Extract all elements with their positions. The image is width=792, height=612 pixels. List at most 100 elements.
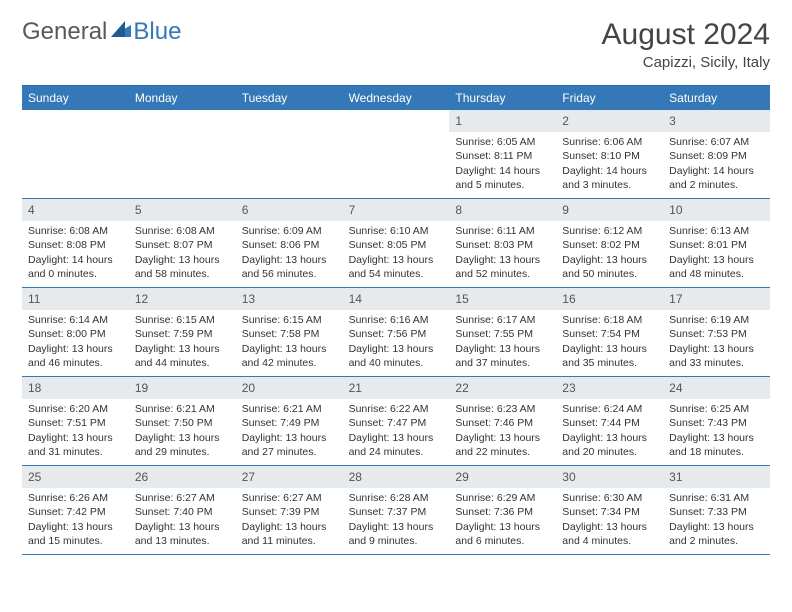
daylight-text: Daylight: 14 hours and 2 minutes.: [669, 164, 764, 192]
logo-text-blue: Blue: [133, 18, 181, 46]
day-body: Sunrise: 6:16 AMSunset: 7:56 PMDaylight:…: [343, 310, 450, 376]
sunset-text: Sunset: 8:00 PM: [28, 327, 123, 341]
weekday-header: Wednesday: [343, 86, 450, 110]
sunset-text: Sunset: 8:11 PM: [455, 149, 550, 163]
day-body: Sunrise: 6:05 AMSunset: 8:11 PMDaylight:…: [449, 132, 556, 198]
sunset-text: Sunset: 7:44 PM: [562, 416, 657, 430]
day-cell: 9Sunrise: 6:12 AMSunset: 8:02 PMDaylight…: [556, 199, 663, 287]
sunset-text: Sunset: 7:50 PM: [135, 416, 230, 430]
day-cell: 15Sunrise: 6:17 AMSunset: 7:55 PMDayligh…: [449, 288, 556, 376]
daylight-text: Daylight: 13 hours and 35 minutes.: [562, 342, 657, 370]
day-cell: 3Sunrise: 6:07 AMSunset: 8:09 PMDaylight…: [663, 110, 770, 198]
day-body: Sunrise: 6:21 AMSunset: 7:50 PMDaylight:…: [129, 399, 236, 465]
weekday-header: Thursday: [449, 86, 556, 110]
logo-text-general: General: [22, 18, 107, 46]
daylight-text: Daylight: 13 hours and 4 minutes.: [562, 520, 657, 548]
day-body: Sunrise: 6:11 AMSunset: 8:03 PMDaylight:…: [449, 221, 556, 287]
day-body: Sunrise: 6:23 AMSunset: 7:46 PMDaylight:…: [449, 399, 556, 465]
sunrise-text: Sunrise: 6:09 AM: [242, 224, 337, 238]
day-cell: 11Sunrise: 6:14 AMSunset: 8:00 PMDayligh…: [22, 288, 129, 376]
day-number: [129, 110, 236, 116]
day-body: Sunrise: 6:09 AMSunset: 8:06 PMDaylight:…: [236, 221, 343, 287]
day-number: 25: [22, 466, 129, 488]
sunrise-text: Sunrise: 6:28 AM: [349, 491, 444, 505]
sunset-text: Sunset: 7:42 PM: [28, 505, 123, 519]
header: General Blue August 2024 Capizzi, Sicily…: [0, 0, 792, 79]
day-number: 30: [556, 466, 663, 488]
day-cell: 27Sunrise: 6:27 AMSunset: 7:39 PMDayligh…: [236, 466, 343, 554]
day-number: 24: [663, 377, 770, 399]
day-number: 10: [663, 199, 770, 221]
calendar: Sunday Monday Tuesday Wednesday Thursday…: [22, 85, 770, 555]
day-number: 31: [663, 466, 770, 488]
sunset-text: Sunset: 7:40 PM: [135, 505, 230, 519]
day-number: 22: [449, 377, 556, 399]
day-body: Sunrise: 6:19 AMSunset: 7:53 PMDaylight:…: [663, 310, 770, 376]
day-body: Sunrise: 6:22 AMSunset: 7:47 PMDaylight:…: [343, 399, 450, 465]
sunrise-text: Sunrise: 6:13 AM: [669, 224, 764, 238]
day-body: Sunrise: 6:12 AMSunset: 8:02 PMDaylight:…: [556, 221, 663, 287]
day-number: 19: [129, 377, 236, 399]
day-body: Sunrise: 6:28 AMSunset: 7:37 PMDaylight:…: [343, 488, 450, 554]
day-number: 27: [236, 466, 343, 488]
daylight-text: Daylight: 13 hours and 22 minutes.: [455, 431, 550, 459]
day-number: 6: [236, 199, 343, 221]
day-number: [343, 110, 450, 116]
daylight-text: Daylight: 13 hours and 2 minutes.: [669, 520, 764, 548]
day-body: Sunrise: 6:29 AMSunset: 7:36 PMDaylight:…: [449, 488, 556, 554]
daylight-text: Daylight: 14 hours and 3 minutes.: [562, 164, 657, 192]
day-number: 8: [449, 199, 556, 221]
day-cell: 25Sunrise: 6:26 AMSunset: 7:42 PMDayligh…: [22, 466, 129, 554]
week-row: 1Sunrise: 6:05 AMSunset: 8:11 PMDaylight…: [22, 110, 770, 199]
logo-triangle-icon: [111, 21, 131, 37]
daylight-text: Daylight: 13 hours and 13 minutes.: [135, 520, 230, 548]
daylight-text: Daylight: 13 hours and 18 minutes.: [669, 431, 764, 459]
sunrise-text: Sunrise: 6:08 AM: [28, 224, 123, 238]
sunrise-text: Sunrise: 6:12 AM: [562, 224, 657, 238]
day-number: 4: [22, 199, 129, 221]
day-cell: 1Sunrise: 6:05 AMSunset: 8:11 PMDaylight…: [449, 110, 556, 198]
sunrise-text: Sunrise: 6:27 AM: [242, 491, 337, 505]
day-number: [22, 110, 129, 116]
sunrise-text: Sunrise: 6:11 AM: [455, 224, 550, 238]
sunrise-text: Sunrise: 6:18 AM: [562, 313, 657, 327]
sunset-text: Sunset: 7:49 PM: [242, 416, 337, 430]
day-cell: 20Sunrise: 6:21 AMSunset: 7:49 PMDayligh…: [236, 377, 343, 465]
day-number: 16: [556, 288, 663, 310]
day-cell: 6Sunrise: 6:09 AMSunset: 8:06 PMDaylight…: [236, 199, 343, 287]
daylight-text: Daylight: 13 hours and 58 minutes.: [135, 253, 230, 281]
daylight-text: Daylight: 13 hours and 44 minutes.: [135, 342, 230, 370]
sunset-text: Sunset: 7:39 PM: [242, 505, 337, 519]
week-row: 4Sunrise: 6:08 AMSunset: 8:08 PMDaylight…: [22, 199, 770, 288]
sunrise-text: Sunrise: 6:21 AM: [135, 402, 230, 416]
sunset-text: Sunset: 8:09 PM: [669, 149, 764, 163]
day-number: 28: [343, 466, 450, 488]
sunset-text: Sunset: 7:56 PM: [349, 327, 444, 341]
day-cell: 8Sunrise: 6:11 AMSunset: 8:03 PMDaylight…: [449, 199, 556, 287]
day-body: Sunrise: 6:15 AMSunset: 7:59 PMDaylight:…: [129, 310, 236, 376]
day-number: 23: [556, 377, 663, 399]
day-body: Sunrise: 6:08 AMSunset: 8:07 PMDaylight:…: [129, 221, 236, 287]
day-cell: 21Sunrise: 6:22 AMSunset: 7:47 PMDayligh…: [343, 377, 450, 465]
sunrise-text: Sunrise: 6:19 AM: [669, 313, 764, 327]
daylight-text: Daylight: 13 hours and 37 minutes.: [455, 342, 550, 370]
day-cell: 29Sunrise: 6:29 AMSunset: 7:36 PMDayligh…: [449, 466, 556, 554]
day-number: 13: [236, 288, 343, 310]
sunrise-text: Sunrise: 6:07 AM: [669, 135, 764, 149]
daylight-text: Daylight: 13 hours and 24 minutes.: [349, 431, 444, 459]
sunset-text: Sunset: 7:33 PM: [669, 505, 764, 519]
sunrise-text: Sunrise: 6:15 AM: [135, 313, 230, 327]
week-row: 25Sunrise: 6:26 AMSunset: 7:42 PMDayligh…: [22, 466, 770, 555]
day-number: 5: [129, 199, 236, 221]
daylight-text: Daylight: 13 hours and 54 minutes.: [349, 253, 444, 281]
daylight-text: Daylight: 13 hours and 48 minutes.: [669, 253, 764, 281]
day-number: 15: [449, 288, 556, 310]
sunset-text: Sunset: 8:06 PM: [242, 238, 337, 252]
daylight-text: Daylight: 13 hours and 29 minutes.: [135, 431, 230, 459]
day-cell: [129, 110, 236, 198]
weekday-header-row: Sunday Monday Tuesday Wednesday Thursday…: [22, 86, 770, 110]
sunrise-text: Sunrise: 6:20 AM: [28, 402, 123, 416]
sunset-text: Sunset: 7:54 PM: [562, 327, 657, 341]
sunrise-text: Sunrise: 6:17 AM: [455, 313, 550, 327]
daylight-text: Daylight: 13 hours and 6 minutes.: [455, 520, 550, 548]
